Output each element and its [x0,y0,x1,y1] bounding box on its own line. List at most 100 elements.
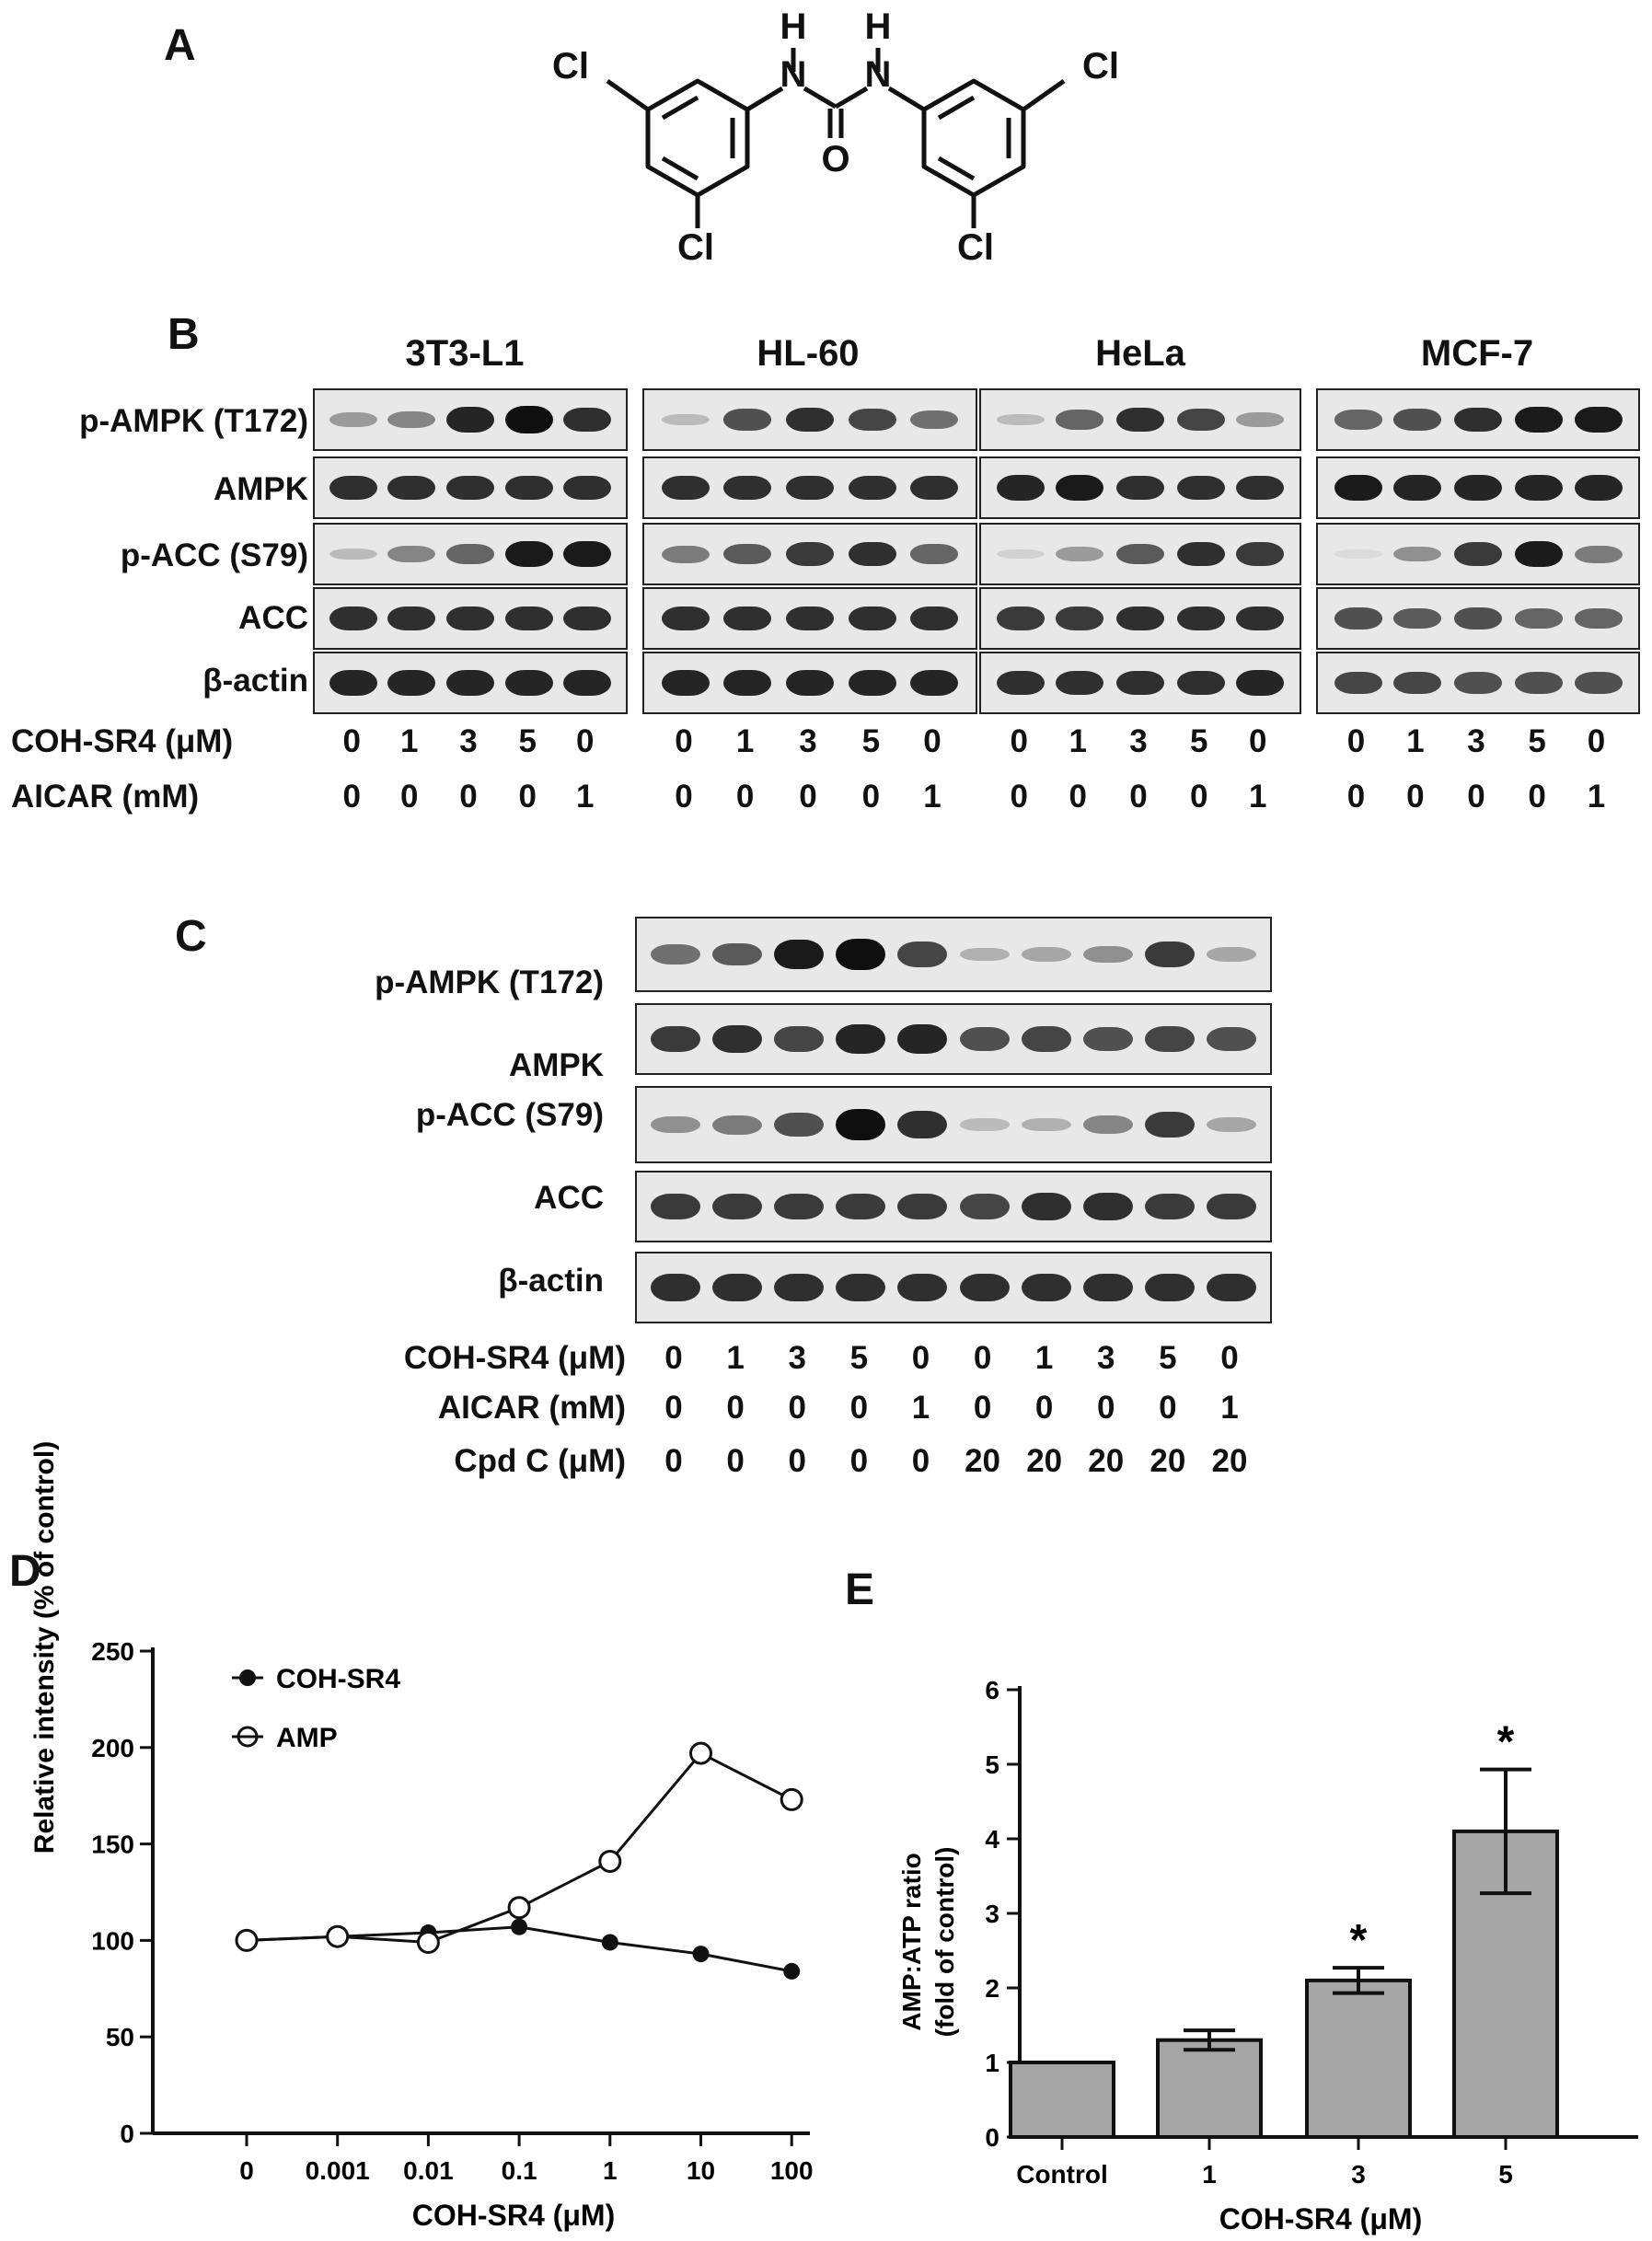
protein-band [1082,1192,1133,1221]
condition-value: 0 [849,1390,869,1426]
atom-cl-bottom-left: Cl [677,227,714,268]
protein-band [910,475,958,501]
data-point-open [326,1924,350,1948]
protein-band [1207,1026,1256,1052]
panel-letter-c: C [175,912,207,961]
protein-band [910,670,958,696]
condition-value: 0 [664,1443,683,1479]
condition-value: 3 [1097,1340,1115,1376]
atom-o: O [821,139,849,179]
blot-strip [635,1252,1272,1323]
protein-band [1334,410,1382,430]
line-chart-relative-intensity: Relative intensity (% of control) COH-SR… [29,1441,814,2232]
condition-value: 0 [1587,723,1606,759]
protein-band [1021,1026,1071,1052]
protein-band [1574,406,1623,433]
blot-row-label: ACC [238,600,308,636]
protein-band [1515,406,1564,433]
y-tick-label: 50 [106,2023,134,2051]
protein-band [387,546,435,562]
protein-band [1454,607,1502,630]
protein-band [959,947,1010,962]
condition-value: 3 [1129,723,1148,759]
x-tick-label: Control [1016,2160,1108,2189]
condition-value: 20 [1026,1443,1063,1479]
blot-strip [635,1171,1272,1242]
blot-strip [1316,652,1640,714]
y-tick-label: 250 [91,1637,134,1666]
x-tick-label: 100 [770,2156,814,2185]
protein-band [1144,1273,1195,1302]
x-tick-label: 1 [603,2156,618,2185]
condition-value: 0 [1069,779,1087,814]
protein-band [1056,670,1104,696]
protein-band [505,475,554,501]
condition-value: 0 [1010,779,1028,814]
blot-row-label: AMPK [508,1047,604,1083]
blot-strip [642,587,977,650]
condition-value: 0 [342,723,361,759]
y-axis-title-line2: (fold of control) [930,1847,959,2038]
y-tick-label: 150 [91,1831,134,1859]
protein-band [505,540,554,568]
protein-band [712,942,763,966]
condition-value: 0 [1190,779,1208,814]
atom-cl-top-right: Cl [1082,46,1119,87]
y-tick-label: 2 [985,1974,999,2003]
protein-band [1021,1192,1071,1221]
x-tick-label: 0 [239,2156,254,2185]
condition-label: COH-SR4 (μM) [11,723,234,759]
condition-value: 0 [1528,779,1546,814]
protein-band [910,410,958,430]
condition-value: 0 [675,723,693,759]
condition-value: 0 [664,1390,683,1426]
protein-band [1334,549,1382,559]
protein-band [562,540,611,568]
blot-strip [1316,523,1640,585]
condition-value: 0 [911,1443,930,1479]
protein-band [1235,670,1284,696]
protein-band [329,606,378,631]
blot-strip [1316,388,1640,451]
blot-strip [1316,456,1640,519]
condition-value: 3 [788,1340,806,1376]
protein-band [786,542,834,566]
protein-band [774,1273,825,1302]
condition-value: 20 [1088,1443,1125,1479]
protein-band [1056,606,1104,630]
protein-band [329,475,378,501]
protein-band [1235,412,1284,427]
blot-strip [635,1003,1272,1075]
atom-cl-bottom-right: Cl [957,227,994,268]
y-axis-title: Relative intensity (% of control) [29,1441,60,1854]
protein-band [897,1273,948,1302]
condition-value: 0 [1467,779,1485,814]
x-tick-label: 0.01 [403,2156,454,2185]
protein-band [651,1115,700,1134]
blot-row-label: β-actin [498,1263,604,1299]
y-tick-label: 4 [985,1825,999,1854]
y-axis-title: AMP:ATP ratio [897,1853,926,2030]
condition-value: 0 [911,1340,930,1376]
condition-value: 0 [675,779,693,814]
condition-value: 0 [1346,779,1366,814]
protein-band [446,606,494,631]
legend-entry: AMP [276,1723,338,1753]
protein-band [651,1193,700,1220]
atom-cl-top-left: Cl [552,46,589,87]
protein-band [959,1026,1010,1052]
protein-band [1207,1117,1256,1132]
protein-band [849,541,897,567]
protein-band [1021,1273,1071,1302]
protein-band [786,475,834,501]
atom-n-right: N [865,54,892,95]
protein-band [722,409,771,431]
protein-band [562,407,611,433]
cell-line-label: HL-60 [757,333,860,374]
protein-band [836,1273,886,1302]
condition-value: 5 [1528,723,1546,759]
y-tick-label: 6 [985,1676,999,1704]
protein-band [959,1273,1010,1302]
protein-band [1574,672,1623,694]
condition-value: 20 [1149,1443,1186,1479]
